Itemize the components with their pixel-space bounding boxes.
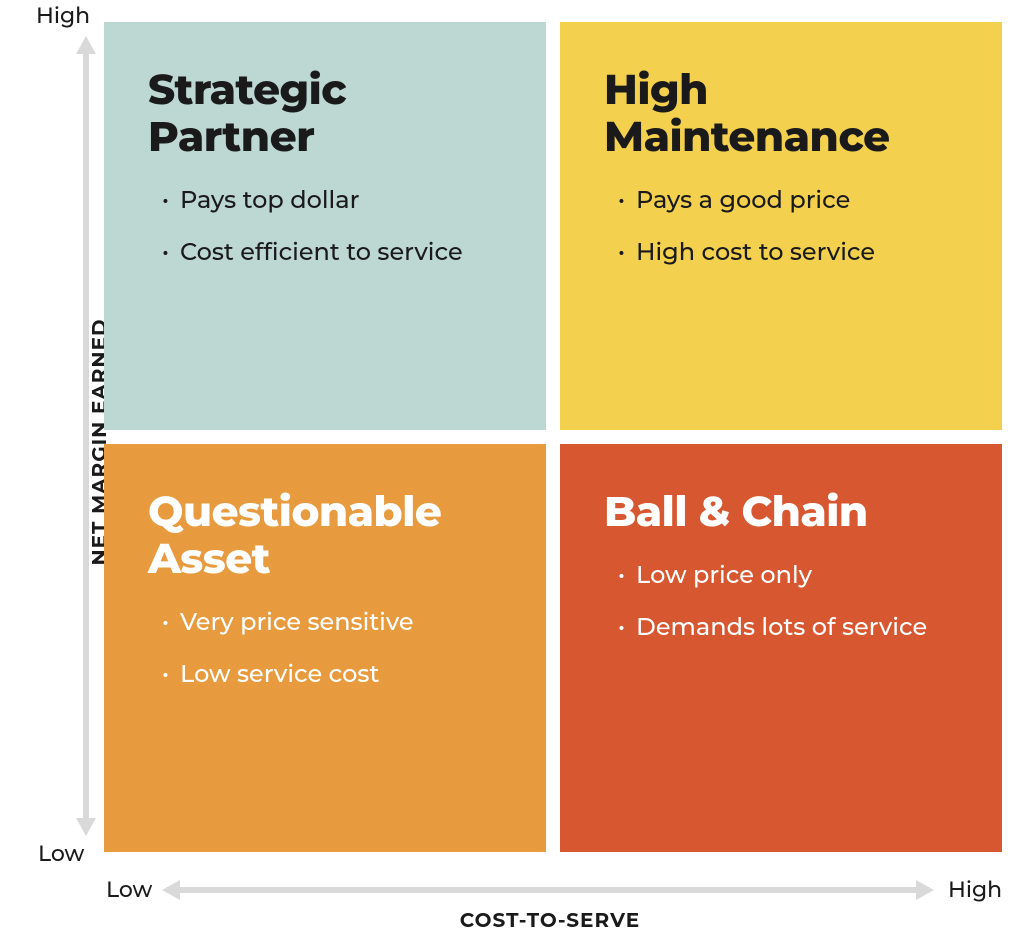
bullet-item: High cost to service [618, 238, 966, 268]
quadrant-title: Ball & Chain [604, 488, 966, 535]
quadrant-title: Questionable Asset [148, 488, 510, 582]
x-axis-arrow [162, 880, 934, 900]
x-axis-low-label: Low [106, 876, 152, 903]
arrow-right-icon [916, 880, 934, 900]
quadrant-bottom-left: Questionable Asset Very price sensitive … [104, 444, 546, 852]
bullet-item: Pays top dollar [162, 186, 510, 216]
bullet-list: Pays top dollar Cost efficient to servic… [148, 186, 510, 268]
bullet-list: Pays a good price High cost to service [604, 186, 966, 268]
matrix-diagram: NET MARGIN EARNED COST-TO-SERVE High Low… [0, 0, 1024, 941]
quadrant-top-left: Strategic Partner Pays top dollar Cost e… [104, 22, 546, 430]
quadrant-bottom-right: Ball & Chain Low price only Demands lots… [560, 444, 1002, 852]
bullet-item: Cost efficient to service [162, 238, 510, 268]
bullet-item: Low service cost [162, 660, 510, 690]
quadrant-title: Strategic Partner [148, 66, 510, 160]
x-axis-label: COST-TO-SERVE [100, 909, 1000, 933]
bullet-item: Very price sensitive [162, 608, 510, 638]
bullet-list: Low price only Demands lots of service [604, 561, 966, 643]
bullet-item: Demands lots of service [618, 613, 966, 643]
y-axis-arrow [76, 36, 96, 836]
quadrant-top-right: High Maintenance Pays a good price High … [560, 22, 1002, 430]
bullet-item: Pays a good price [618, 186, 966, 216]
x-axis-high-label: High [948, 876, 1002, 903]
y-axis-low-label: Low [38, 840, 84, 867]
arrow-shaft [83, 50, 89, 822]
quadrant-grid: Strategic Partner Pays top dollar Cost e… [104, 22, 1002, 852]
quadrant-title: High Maintenance [604, 66, 966, 160]
arrow-shaft [176, 887, 920, 893]
bullet-list: Very price sensitive Low service cost [148, 608, 510, 690]
arrow-down-icon [76, 818, 96, 836]
bullet-item: Low price only [618, 561, 966, 591]
y-axis-high-label: High [36, 2, 90, 29]
